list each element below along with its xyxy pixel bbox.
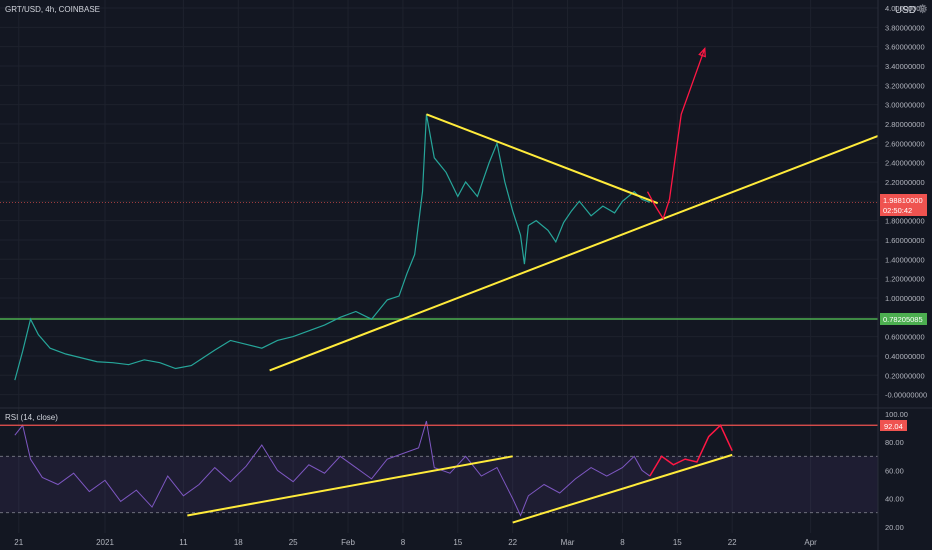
grid — [0, 0, 878, 533]
price-tick-label: 3.40000000 — [885, 62, 925, 71]
support-badge: 0.78205085 — [880, 313, 927, 325]
lower-trendline[interactable] — [269, 130, 890, 372]
time-tick-label: 11 — [179, 538, 188, 547]
price-tick-label: 1.40000000 — [885, 255, 925, 264]
time-tick-label: 22 — [728, 538, 737, 547]
rsi-pane-bg — [0, 408, 878, 540]
price-tick-label: 1.80000000 — [885, 217, 925, 226]
price-tick-label: 1.20000000 — [885, 275, 925, 284]
price-tick-label: 0.40000000 — [885, 352, 925, 361]
time-tick-label: 21 — [14, 538, 23, 547]
support-badge-value: 0.78205085 — [883, 315, 923, 324]
rsi-band — [0, 456, 878, 513]
price-tick-label: 3.80000000 — [885, 23, 925, 32]
rsi-trendline-1[interactable] — [187, 455, 513, 517]
time-tick-label: Mar — [561, 538, 575, 547]
upper-trendline[interactable] — [426, 113, 659, 205]
gear-icon[interactable]: ⚙ — [917, 2, 928, 16]
support-badge-bg — [880, 313, 927, 325]
time-axis-bg — [0, 533, 878, 550]
time-tick-label: 8 — [620, 538, 625, 547]
price-series — [14, 114, 651, 381]
price-badge: 1.98810000 02:50:42 — [880, 194, 927, 216]
time-tick-label: Feb — [341, 538, 355, 547]
currency-label: USD — [894, 5, 916, 16]
price-tick-label: 3.00000000 — [885, 101, 925, 110]
price-tick-label: 2.20000000 — [885, 178, 925, 187]
time-tick-label: 8 — [401, 538, 406, 547]
time-tick-label: 18 — [234, 538, 243, 547]
price-badge-value: 1.98810000 — [883, 196, 923, 205]
price-tick-label: 1.00000000 — [885, 294, 925, 303]
time-tick-label: Apr — [804, 538, 817, 547]
price-tick-label: 2.80000000 — [885, 120, 925, 129]
price-tick-label: 2.40000000 — [885, 159, 925, 168]
price-tick-label: 4.00000000 — [885, 4, 925, 13]
price-tick-label: 0.60000000 — [885, 333, 925, 342]
price-projection-arrow[interactable] — [646, 48, 706, 221]
price-tick-label: 0.20000000 — [885, 371, 925, 380]
rsi-trendline-2[interactable] — [512, 453, 733, 524]
rsi-axis[interactable]: 100.00 80.00 60.00 40.00 20.00 — [885, 410, 908, 532]
symbol-label[interactable]: GRT/USD, 4h, COINBASE — [5, 5, 100, 14]
price-tick-label: 3.60000000 — [885, 43, 925, 52]
time-tick-label: 22 — [508, 538, 517, 547]
rsi-series — [14, 420, 651, 517]
time-tick-label: 15 — [453, 538, 462, 547]
price-tick-label: 2.60000000 — [885, 139, 925, 148]
price-tick-label: 3.20000000 — [885, 81, 925, 90]
rsi-tick-label: 60.00 — [885, 466, 904, 475]
price-badge-bg — [880, 194, 927, 216]
projection-arrowhead — [698, 47, 706, 58]
time-tick-label: 25 — [289, 538, 298, 547]
time-axis[interactable]: 21 2021 11 18 25 Feb 8 15 22 Mar 8 15 22 Apr — [14, 538, 817, 547]
time-tick-label: 15 — [673, 538, 682, 547]
rsi-label[interactable]: RSI (14, close) — [5, 413, 58, 422]
time-tick-label: 2021 — [96, 538, 114, 547]
rsi-projection-path[interactable] — [649, 424, 733, 477]
rsi-badge-bg — [880, 420, 907, 431]
rsi-tick-label: 20.00 — [885, 523, 904, 532]
price-pane-bg — [0, 0, 878, 408]
price-axis-bg — [878, 0, 932, 550]
rsi-tick-label: 40.00 — [885, 495, 904, 504]
price-tick-label: -0.00000000 — [885, 391, 927, 400]
price-badge-countdown: 02:50:42 — [883, 206, 912, 215]
rsi-badge-value: 92.04 — [884, 422, 903, 431]
price-tick-label: 1.60000000 — [885, 236, 925, 245]
rsi-level-lines — [0, 455, 878, 514]
rsi-badge: 92.04 — [880, 420, 907, 431]
rsi-tick-label: 100.00 — [885, 410, 908, 419]
rsi-tick-label: 80.00 — [885, 438, 904, 447]
